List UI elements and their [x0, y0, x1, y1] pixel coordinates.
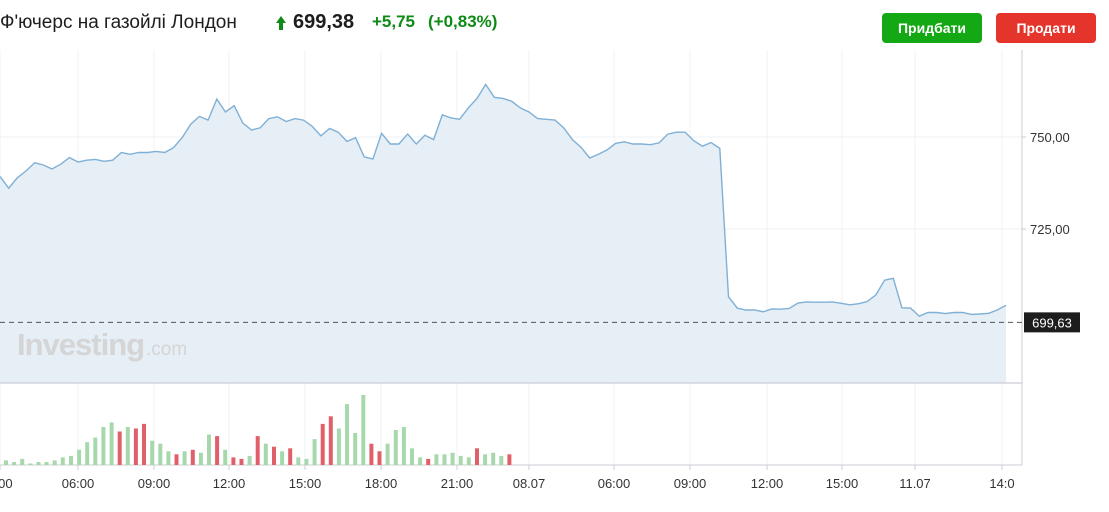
volume-bar — [231, 457, 236, 465]
volume-bar — [4, 460, 8, 465]
volume-bar — [272, 446, 276, 465]
price-area — [0, 84, 1006, 384]
buy-button[interactable]: Придбати — [882, 13, 982, 43]
volume-bar — [36, 462, 41, 465]
x-tick-label: 18:00 — [365, 476, 398, 491]
volume-bar — [328, 416, 333, 465]
price-change: +5,75 — [372, 12, 416, 31]
volume-bar — [60, 457, 65, 465]
volume-bar — [304, 458, 309, 465]
volume-bar — [353, 433, 358, 465]
volume-bar — [336, 428, 341, 465]
volume-bar — [442, 454, 447, 465]
x-tick-label: 21:00 — [441, 476, 474, 491]
arrow-up-icon — [276, 16, 286, 30]
volume-bar — [491, 452, 496, 465]
volume-bar — [426, 458, 431, 465]
sell-button[interactable]: Продати — [996, 13, 1096, 43]
volume-bar — [223, 449, 228, 465]
volume-bar — [44, 462, 49, 465]
x-tick-label: 09:00 — [674, 476, 707, 491]
volume-bar — [150, 440, 155, 465]
current-price-label: 699,63 — [1032, 315, 1072, 330]
volume-bar — [401, 427, 406, 465]
volume-bar — [12, 462, 17, 465]
price-change-percent: (+0,83%) — [428, 12, 498, 31]
x-tick-label: 08.07 — [513, 476, 546, 491]
x-tick-label: 12:00 — [751, 476, 784, 491]
y-axis-labels: 750,00 725,00 — [1030, 130, 1070, 237]
x-tick-label: 11.07 — [899, 476, 931, 491]
last-price: 699,38 — [293, 11, 355, 33]
volume-bar — [190, 449, 195, 465]
quote-header: Ф'ючерс на газойлі Лондон 699,38 +5,75 (… — [0, 0, 1109, 50]
volume-bar — [215, 436, 220, 465]
x-tick-label: 15:00 — [289, 476, 322, 491]
current-price-badge — [1024, 312, 1080, 333]
volume-bar — [20, 458, 25, 465]
volume-bar — [207, 434, 211, 465]
volume-bar — [507, 454, 512, 465]
current-price-marker: 699,63 — [0, 312, 1080, 333]
volume-bar — [483, 454, 488, 465]
volume-bar — [52, 460, 57, 465]
y-tick-label: 750,00 — [1030, 130, 1070, 145]
volume-bar — [320, 423, 325, 465]
volume-bar — [450, 452, 455, 465]
volume-bar — [458, 455, 463, 465]
volume-bar — [77, 449, 82, 465]
volume-bar — [69, 455, 73, 465]
volume-bar — [85, 442, 90, 465]
volume-bar — [133, 428, 138, 465]
volume-bar — [296, 457, 301, 465]
y-tick-label: 725,00 — [1030, 222, 1070, 237]
volume-bar — [125, 427, 130, 465]
volume-bar — [377, 451, 382, 465]
volume-bar — [93, 437, 98, 465]
volume-bar — [101, 427, 106, 465]
volume-bar — [345, 404, 349, 465]
price-line — [0, 83, 1007, 318]
volume-bar — [288, 448, 293, 465]
volume-bar — [158, 443, 163, 465]
x-tick-label: 06:00 — [62, 476, 95, 491]
volume-bar — [385, 443, 390, 465]
volume-bar — [434, 454, 439, 465]
volume-bar — [393, 430, 398, 465]
x-tick-label: 12:00 — [213, 476, 246, 491]
volume-bar — [369, 443, 374, 465]
volume-bar — [280, 451, 285, 465]
watermark-brand: Investing — [17, 327, 144, 362]
watermark-suffix: .com — [146, 339, 187, 360]
volume-bar — [28, 463, 33, 465]
x-tick-label: 06:00 — [598, 476, 631, 491]
volume-bar — [117, 431, 122, 465]
x-tick-label: 15:00 — [826, 476, 859, 491]
investing-watermark: Investing .com — [17, 327, 187, 362]
volume-bar — [418, 457, 423, 465]
volume-bar — [182, 451, 187, 465]
volume-bar — [166, 451, 171, 465]
volume-bar — [198, 452, 203, 465]
volume-bar — [142, 423, 146, 465]
volume-bar — [410, 448, 414, 465]
x-axis-labels: 3:00 06:00 09:00 12:00 15:00 18:00 21:00 08.07 0… — [0, 476, 1015, 491]
instrument-title: Ф'ючерс на газойлі Лондон — [0, 12, 237, 33]
volume-bar — [499, 455, 504, 465]
volume-bar — [312, 439, 317, 465]
x-tick-label: 09:00 — [138, 476, 171, 491]
volume-bar — [174, 454, 179, 465]
volume-bar — [239, 458, 244, 465]
volume-bar — [263, 443, 268, 465]
volume-bar — [361, 395, 366, 465]
x-tick-label: 3:00 — [0, 476, 13, 491]
volume-bar — [466, 457, 471, 465]
volume-bar — [109, 422, 114, 465]
volume-bars — [4, 395, 512, 465]
volume-bar — [247, 455, 252, 465]
x-tick-label: 14:0 — [989, 476, 1014, 491]
volume-bar — [255, 436, 260, 465]
volume-bar — [475, 448, 479, 465]
